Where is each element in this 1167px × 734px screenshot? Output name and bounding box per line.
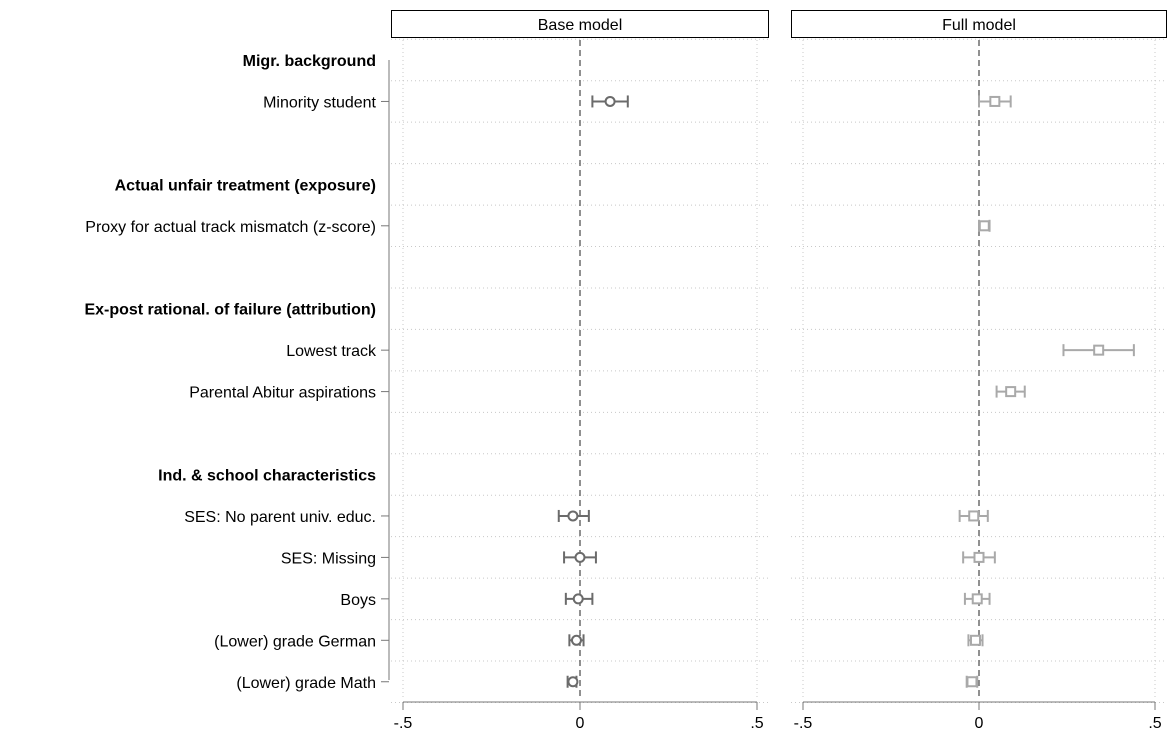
- row-label: Lowest track: [286, 343, 377, 360]
- point-estimate-marker: [971, 636, 980, 645]
- point-estimate-marker: [1094, 346, 1103, 355]
- row-header-label: Ind. & school characteristics: [158, 468, 376, 485]
- point-estimate-marker: [572, 636, 581, 645]
- point-estimate-marker: [973, 594, 982, 603]
- panel-title: Base model: [538, 17, 623, 34]
- point-estimate-marker: [967, 677, 976, 686]
- x-tick-label: .5: [750, 715, 763, 732]
- row-header-label: Actual unfair treatment (exposure): [115, 177, 376, 194]
- point-estimate-marker: [606, 97, 615, 106]
- row-label: Minority student: [263, 94, 376, 111]
- x-tick-label: -.5: [794, 715, 813, 732]
- panel-title: Full model: [942, 17, 1016, 34]
- point-estimate-marker: [990, 97, 999, 106]
- point-estimate-marker: [980, 221, 989, 230]
- point-estimate-marker: [1006, 387, 1015, 396]
- row-label: SES: No parent univ. educ.: [184, 509, 376, 526]
- point-estimate-marker: [568, 677, 577, 686]
- x-tick-label: -.5: [394, 715, 413, 732]
- x-tick-label: 0: [975, 715, 984, 732]
- row-label: Boys: [340, 592, 376, 609]
- row-header-label: Migr. background: [243, 53, 376, 70]
- row-label: (Lower) grade German: [214, 633, 376, 650]
- point-estimate-marker: [568, 511, 577, 520]
- point-estimate-marker: [975, 553, 984, 562]
- point-estimate-marker: [969, 511, 978, 520]
- row-label: SES: Missing: [281, 550, 376, 567]
- point-estimate-marker: [574, 594, 583, 603]
- x-tick-label: 0: [576, 715, 585, 732]
- point-estimate-marker: [576, 553, 585, 562]
- row-label: Parental Abitur aspirations: [189, 385, 376, 402]
- row-label: (Lower) grade Math: [236, 675, 376, 692]
- x-tick-label: .5: [1148, 715, 1161, 732]
- row-label: Proxy for actual track mismatch (z-score…: [85, 219, 376, 236]
- row-header-label: Ex-post rational. of failure (attributio…: [84, 302, 376, 319]
